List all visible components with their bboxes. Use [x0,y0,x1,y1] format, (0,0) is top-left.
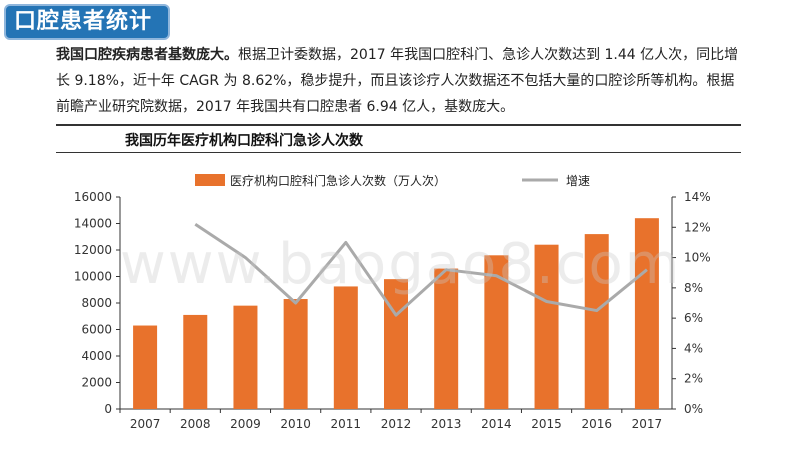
chart-title: 我国历年医疗机构口腔科门急诊人次数 [125,133,363,149]
y-left-tick-label: 12000 [74,243,112,257]
bar-2009 [233,305,258,409]
top-divider [56,124,741,126]
y-right-tick-label: 10% [684,251,711,265]
x-tick-label-2011: 2011 [331,417,362,431]
legend-line-label: 增速 [566,174,590,188]
bar-2017 [634,218,659,409]
y-left-tick-label: 4000 [81,349,112,363]
x-tick-label-2017: 2017 [632,417,663,431]
x-tick-label-2015: 2015 [531,417,562,431]
x-tick-label-2014: 2014 [481,417,512,431]
intro-bold-lead: 我国口腔疾病患者基数庞大。 [56,47,238,63]
y-right-tick-label: 6% [684,311,703,325]
growth-rate-line [194,223,648,317]
chart-title-divider [56,152,741,153]
x-tick-label-2016: 2016 [581,417,612,431]
y-right-tick-label: 14% [684,190,711,204]
y-left-tick-label: 2000 [81,376,112,390]
y-right-tick-label: 12% [684,220,711,234]
bar-2012 [384,279,408,409]
y-right-tick-label: 2% [684,372,703,386]
x-tick-label-2009: 2009 [230,417,261,431]
y-right-tick-label: 0% [684,402,703,416]
y-left-tick-label: 0 [104,402,112,416]
y-left-tick-label: 8000 [81,296,112,310]
chart-canvas: 0 2000 4000 6000 8000 10000 12000 14000 16000 0% 2… [74,173,711,431]
y-left-tick-label: 14000 [74,217,112,231]
y-left-tick-label: 16000 [74,190,112,204]
bar-2010 [283,299,308,409]
intro-paragraph: 我国口腔疾病患者基数庞大。根据卫计委数据，2017 年我国口腔科门、急诊人次数达… [56,42,746,120]
bar-2011 [333,286,358,409]
y-left-tick-label: 6000 [81,323,112,337]
bar-2007 [133,325,158,409]
y-right-tick-label: 4% [684,341,703,355]
bar-2013 [434,268,459,409]
legend-bar-swatch [195,174,225,186]
x-tick-label-2008: 2008 [180,417,211,431]
bar-2008 [183,314,208,409]
x-tick-label-2013: 2013 [431,417,462,431]
bar-2016 [584,234,609,409]
x-tick-label-2012: 2012 [381,417,412,431]
x-tick-label-2007: 2007 [130,417,161,431]
bar-2015 [534,244,559,409]
section-title-badge: 口腔患者统计 [4,4,170,40]
y-left-tick-label: 10000 [74,270,112,284]
x-tick-label-2010: 2010 [280,417,311,431]
intro-body-text: 根据卫计委数据，2017 年我国口腔科门、急诊人次数达到 1.44 亿人次，同比… [56,47,739,115]
bar-2014 [484,255,509,409]
y-right-tick-label: 8% [684,281,703,295]
legend-bar-label: 医疗机构口腔科门急诊人次数（万人次） [230,173,446,188]
